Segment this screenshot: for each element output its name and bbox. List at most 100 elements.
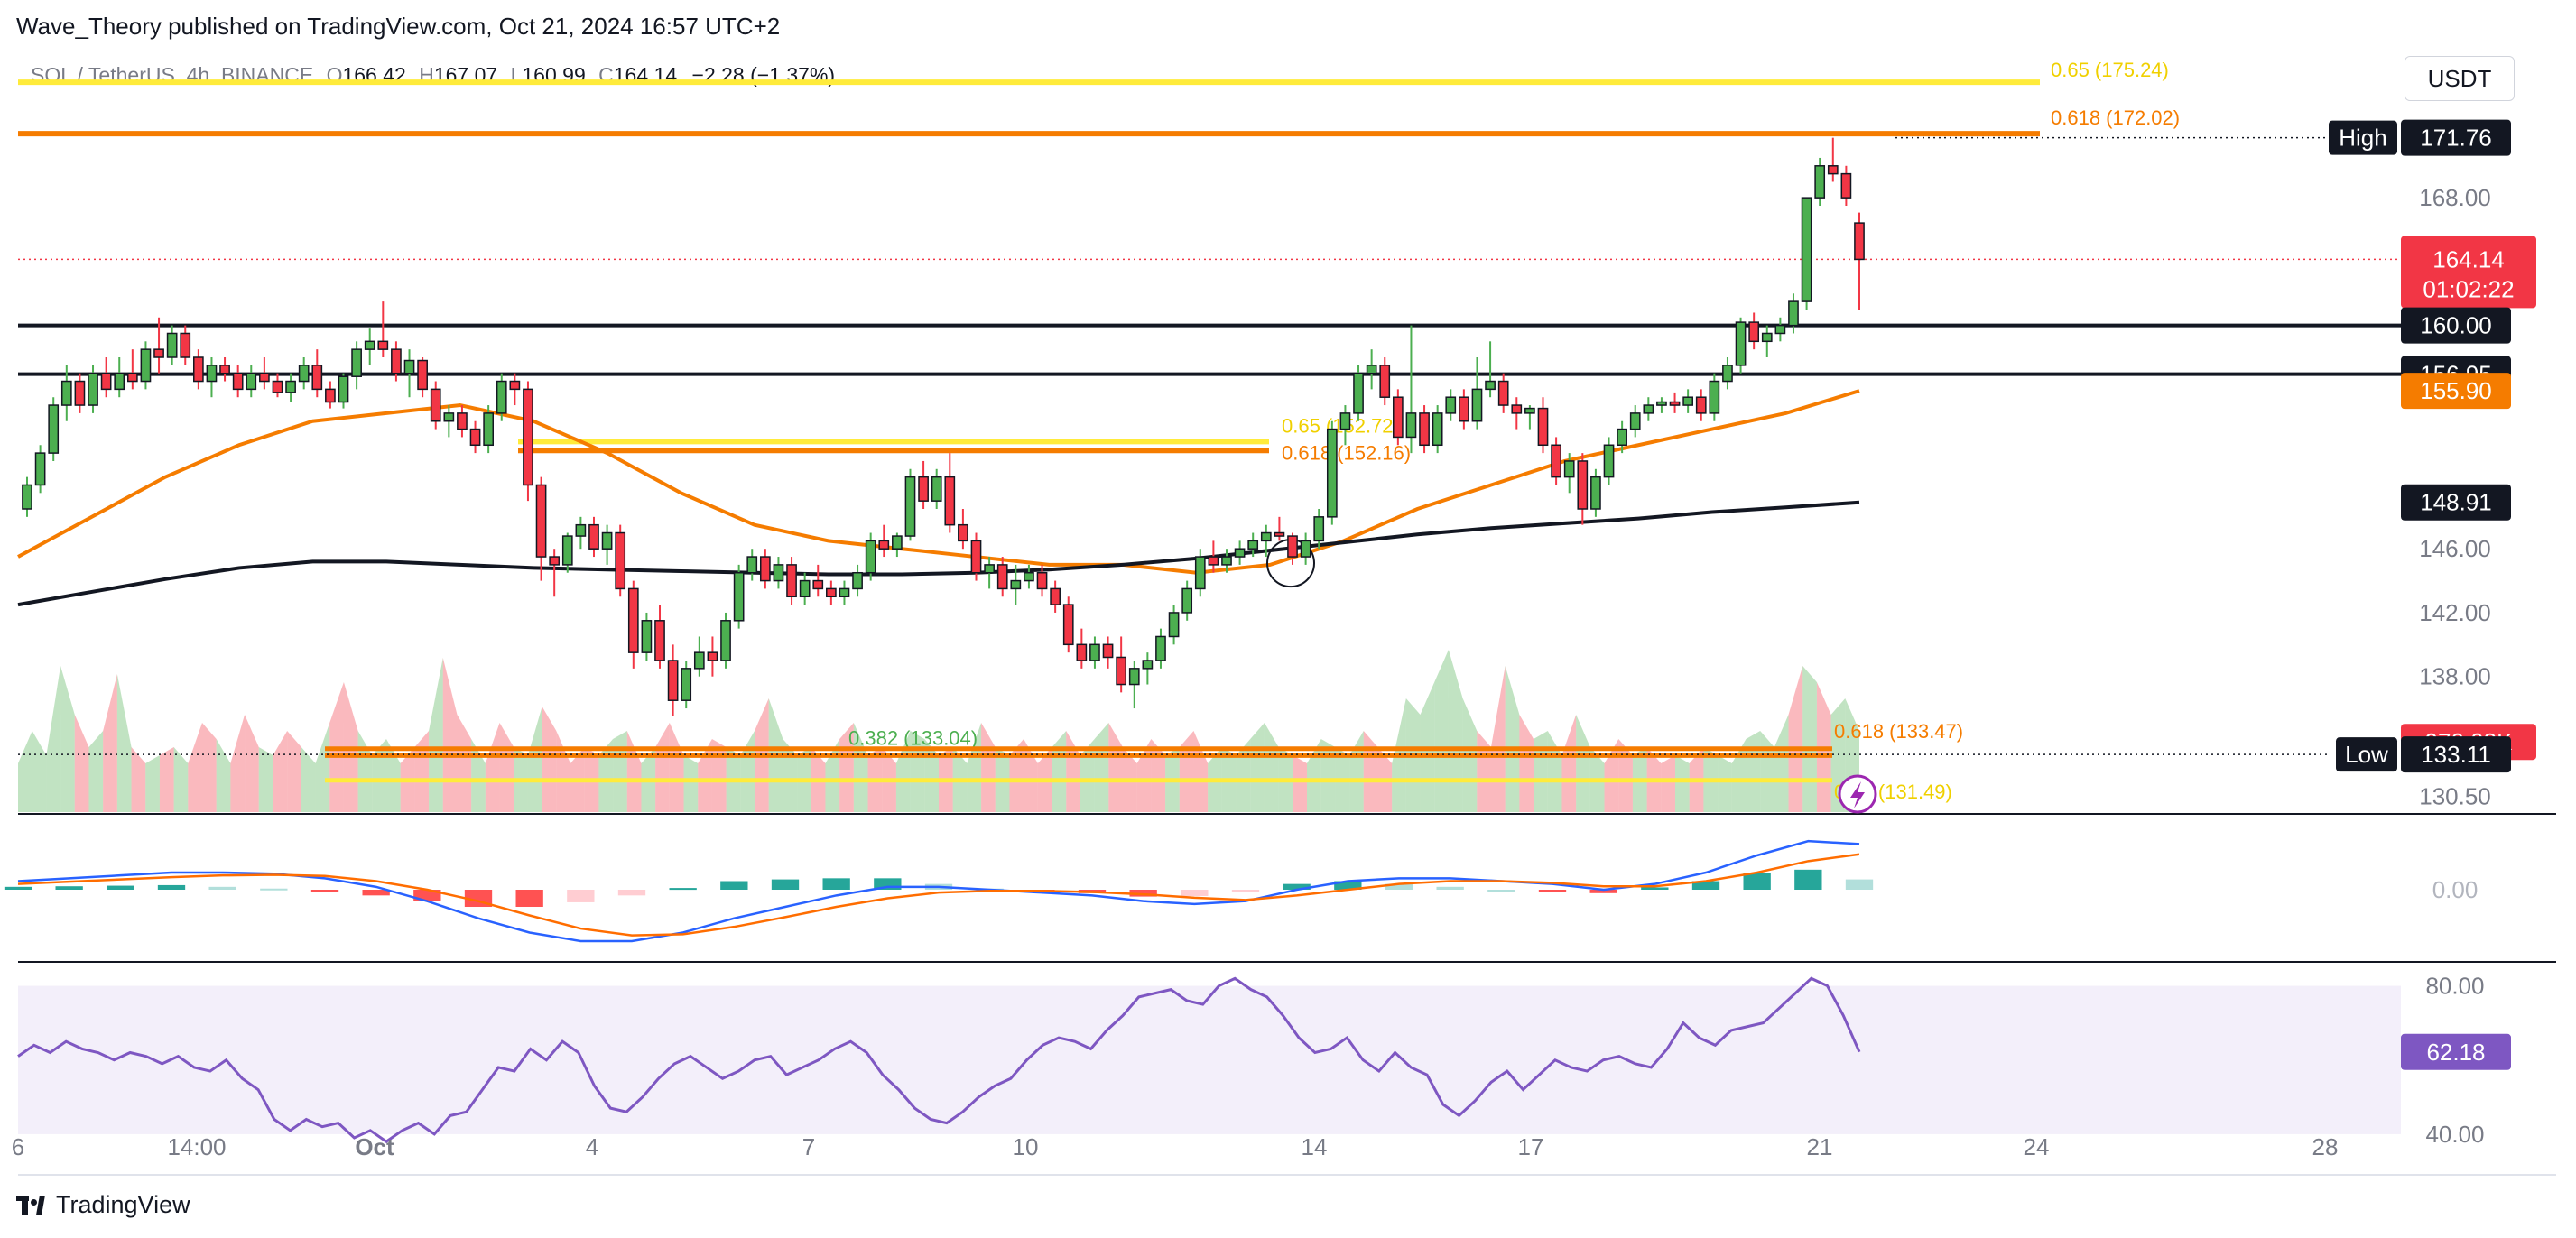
time-tick-label: 6 (12, 1133, 24, 1160)
candle-body (984, 564, 995, 574)
candle-body (285, 380, 296, 393)
candle-body (22, 484, 32, 510)
last-price-tag (2401, 236, 2536, 309)
candle-body (219, 365, 230, 374)
candle-body (667, 660, 679, 701)
candle-body (970, 540, 982, 574)
volume-segment (1718, 755, 1732, 812)
currency-selector[interactable]: USDT (2405, 56, 2515, 101)
candle-body (1036, 571, 1048, 590)
macd-signal-line (17, 853, 1860, 937)
macd-line (17, 839, 1860, 943)
candle-body (1840, 172, 1852, 199)
candle-body (1221, 556, 1232, 566)
candle-body (1392, 396, 1404, 439)
volume-segment (116, 674, 132, 812)
candle-body (773, 564, 784, 582)
candle-body (1669, 401, 1681, 406)
volume-segment (669, 723, 684, 812)
volume-segment (613, 731, 627, 812)
macd-histogram-bar (157, 884, 186, 890)
candle-body (1695, 396, 1707, 414)
volume-segment (414, 731, 430, 812)
level-160-label: 160.00 (2420, 312, 2492, 339)
candle-body (1326, 428, 1338, 518)
volume-segment (556, 731, 570, 812)
candle-body (1010, 579, 1022, 590)
candle-body (1181, 587, 1193, 614)
volume-segment (895, 731, 911, 812)
volume-segment (245, 715, 259, 812)
macd-histogram-bar (1283, 883, 1311, 890)
publisher-caption: Wave_Theory published on TradingView.com… (16, 13, 781, 40)
level-160-tag (2401, 307, 2511, 344)
macd-histogram-bar (260, 888, 288, 891)
candle-body (958, 523, 968, 542)
macd-histogram-bar (1743, 873, 1771, 890)
ema-fast-label: 155.90 (2420, 377, 2492, 404)
candle-body (126, 372, 138, 383)
volume-segment (1661, 755, 1675, 812)
candle-body (1260, 531, 1272, 542)
fib-label: 0.618 (172.02) (2051, 106, 2180, 129)
ema-slow-line (17, 500, 1860, 607)
candle-body (641, 620, 653, 653)
candle-body (575, 523, 587, 537)
tradingview-logo-icon (16, 1195, 47, 1215)
volume-segment (1760, 731, 1774, 812)
candle-body (153, 348, 164, 358)
candle-body (1313, 516, 1325, 542)
candle-body (272, 380, 283, 393)
candle-body (1511, 404, 1523, 414)
countdown-label: 01:02:22 (2423, 275, 2514, 302)
volume-segment (740, 731, 755, 812)
candle-body (1353, 372, 1364, 414)
volume-segment (1066, 731, 1080, 812)
time-axis: 6 14:00 Oct 4 7 10 14 17 21 24 28 (12, 1133, 2339, 1160)
candle-body (720, 620, 731, 661)
volume-segment (626, 731, 642, 812)
fib-label: 0.618 (133.47) (1834, 720, 1963, 743)
volume-segment (1349, 731, 1364, 812)
price-tick-label: 142.00 (2419, 599, 2491, 626)
candle-body (1735, 321, 1747, 366)
candle-body (523, 388, 533, 486)
candle-body (1563, 460, 1575, 478)
low-value-tag (2401, 736, 2511, 773)
candle-body (1629, 412, 1641, 430)
volume-segment (1293, 755, 1307, 812)
volume-segment (188, 723, 202, 812)
time-tick-label: 17 (1518, 1133, 1544, 1160)
candle-body (1748, 321, 1760, 343)
high-caption: High (2339, 125, 2386, 152)
candle-body (193, 356, 204, 383)
volume-segment (60, 666, 75, 812)
candle-body (232, 372, 244, 391)
macd-histogram-bar (1691, 881, 1720, 890)
candle-body (1076, 643, 1088, 661)
candle-body (1366, 365, 1377, 374)
candle-body (246, 372, 257, 391)
candle-body (1590, 476, 1601, 510)
time-tick-label: 4 (586, 1133, 598, 1160)
candle-body (852, 571, 863, 590)
candle-body (1722, 365, 1733, 383)
volume-segment (1505, 666, 1520, 812)
candle-body (759, 556, 771, 582)
volume-segment (159, 747, 174, 812)
time-tick-label: 21 (1807, 1133, 1833, 1160)
candle-body (1194, 556, 1206, 590)
candle-body (403, 359, 415, 374)
candle-body (74, 380, 86, 406)
volume-segment (131, 747, 146, 812)
candle-body (1142, 660, 1154, 670)
candle-body (996, 564, 1008, 590)
time-tick-label: 7 (802, 1133, 815, 1160)
candle-body (1656, 401, 1667, 406)
candle-body (60, 380, 72, 406)
low-caption-tag (2336, 737, 2397, 772)
macd-histogram-bar (617, 890, 646, 896)
flash-icon-bolt (1850, 781, 1865, 808)
volume-segment (258, 747, 273, 812)
